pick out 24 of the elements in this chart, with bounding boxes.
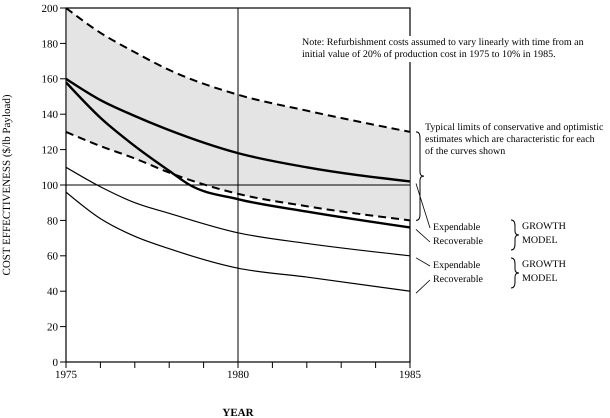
legend-label: Expendable — [433, 260, 480, 271]
text: Typical limits of conservative and optimistic estimates which are characteristic for each of the curves shown — [425, 122, 604, 158]
y-tick-label: 100 — [42, 180, 58, 192]
y-tick-label: 0 — [52, 356, 58, 369]
y-tick-label: 120 — [42, 144, 58, 157]
text: GROWTH MODEL — [522, 220, 567, 248]
y-tick-label: 80 — [47, 215, 58, 228]
y-tick-label: 40 — [47, 286, 58, 298]
legend-label: Recoverable — [433, 236, 483, 247]
y-tick-label: 160 — [42, 74, 58, 86]
x-tick-label: 1980 — [227, 368, 250, 381]
y-tick-label: 60 — [47, 250, 58, 263]
text: GROWTH MODEL — [522, 258, 567, 286]
annotation: Note: Refurbishment costs assumed to vary linearly with time from an initial value of 20% of production cost in 1975 to 10% in 1985. — [300, 36, 609, 62]
x-tick-label: 1985 — [399, 368, 422, 381]
y-tick-label: 180 — [42, 38, 58, 50]
x-axis-title: YEAR — [222, 407, 255, 418]
y-tick-label: 20 — [47, 322, 58, 334]
y-tick-label: 140 — [42, 109, 58, 122]
text: Expendable — [433, 222, 480, 233]
y-axis-title: COST EFFECTIVENESS ($/lb Payload) — [0, 94, 13, 276]
y-tick-label: 200 — [42, 2, 58, 15]
x-tick-label: 1975 — [55, 368, 78, 381]
text: Recoverable — [433, 274, 483, 285]
